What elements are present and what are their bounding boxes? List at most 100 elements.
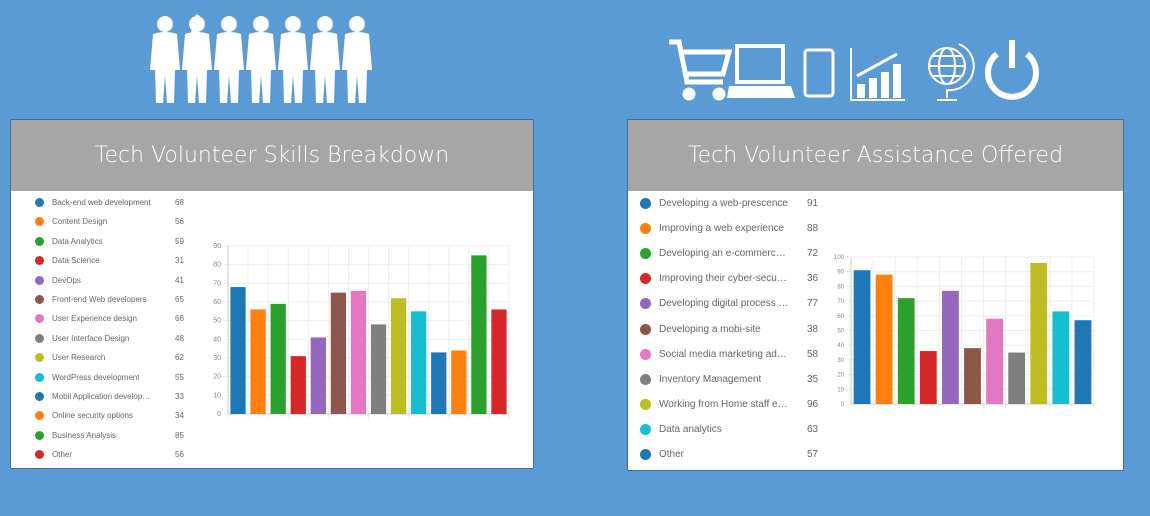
legend-item[interactable]: Data Analytics 59 xyxy=(35,236,185,246)
y-tick-label: 60 xyxy=(837,314,844,320)
bar[interactable] xyxy=(350,290,367,414)
legend-item[interactable]: Other 56 xyxy=(35,450,185,460)
bar[interactable] xyxy=(964,348,981,404)
bar[interactable] xyxy=(310,337,326,414)
y-tick-label: 80 xyxy=(837,284,844,290)
legend-item[interactable]: Data Science 31 xyxy=(35,256,185,266)
legend-item[interactable]: Developing a web-prescence 91 xyxy=(640,198,830,209)
legend-label: Other xyxy=(52,450,73,460)
bar[interactable] xyxy=(370,324,387,414)
legend-swatch xyxy=(640,423,651,435)
bar[interactable] xyxy=(1074,320,1092,404)
legend-value: 56 xyxy=(175,450,184,460)
legend-item[interactable]: Social media marketing advice 58 xyxy=(640,348,830,360)
legend-item[interactable]: Improving a web experience 88 xyxy=(640,223,830,235)
legend-label: User Research xyxy=(52,353,106,363)
bar[interactable] xyxy=(230,287,246,414)
legend-label: Business Analysis xyxy=(52,430,117,440)
bar[interactable] xyxy=(411,311,427,414)
people-silhouettes-icon xyxy=(150,14,372,103)
legend-label: Inventory Management xyxy=(659,373,762,385)
legend-value: 72 xyxy=(807,248,819,260)
legend-swatch xyxy=(640,223,651,235)
legend-item[interactable]: Online security options 34 xyxy=(35,411,185,421)
bar[interactable] xyxy=(986,318,1003,404)
legend-label: Data analytics xyxy=(659,423,722,435)
legend-item[interactable]: User Research 62 xyxy=(35,353,185,363)
y-tick-label: 20 xyxy=(837,373,844,379)
legend-item[interactable]: DevOps 41 xyxy=(35,275,185,285)
bar[interactable] xyxy=(942,290,959,404)
legend-item[interactable]: Back-end web development 68 xyxy=(35,198,185,207)
legend-item[interactable]: Developing a mobi-site 38 xyxy=(640,323,830,335)
tablet-icon xyxy=(803,48,835,98)
legend-label: Front-end Web developers xyxy=(52,295,147,304)
chart-title: Tech Volunteer Skills Breakdown xyxy=(11,120,533,191)
legend-swatch xyxy=(640,273,651,285)
legend-value: 36 xyxy=(807,273,819,285)
bar[interactable] xyxy=(250,309,266,414)
legend-item[interactable]: Developing an e-commerce c... 72 xyxy=(640,248,830,260)
y-tick-label: 30 xyxy=(837,358,844,364)
legend-item[interactable]: Data analytics 63 xyxy=(640,423,830,435)
legend-value: 34 xyxy=(175,411,184,421)
power-icon xyxy=(985,40,1039,100)
bar[interactable] xyxy=(1052,311,1070,404)
bar[interactable] xyxy=(290,356,306,414)
assistance-bar-chart: 0 10 20 30 40 50 60 70 80 90 100 xyxy=(834,255,1095,409)
legend-swatch xyxy=(35,198,44,207)
legend-label: Working from Home staff eng... xyxy=(659,398,789,410)
bar[interactable] xyxy=(853,270,871,404)
bar[interactable] xyxy=(897,298,915,404)
legend-item[interactable]: Working from Home staff eng... 96 xyxy=(640,398,830,410)
legend-swatch xyxy=(35,372,44,382)
bar[interactable] xyxy=(330,292,347,414)
legend-value: 33 xyxy=(175,392,184,401)
legend-value: 88 xyxy=(807,223,819,235)
y-tick-label: 50 xyxy=(213,318,221,325)
legend-swatch xyxy=(640,449,651,460)
bar[interactable] xyxy=(471,255,487,414)
legend-swatch xyxy=(35,256,44,266)
bar[interactable] xyxy=(1030,262,1048,404)
bar[interactable] xyxy=(491,309,507,414)
legend-item[interactable]: User Experience design 66 xyxy=(35,314,185,324)
legend-value: 66 xyxy=(175,314,184,324)
legend-item[interactable]: Front-end Web developers 65 xyxy=(35,295,185,304)
bar[interactable] xyxy=(270,303,286,414)
legend-item[interactable]: User Interface Design 48 xyxy=(35,333,185,343)
legend-value: 68 xyxy=(175,198,184,207)
legend-item[interactable]: Developing digital process flo... 77 xyxy=(640,298,830,310)
bar[interactable] xyxy=(919,351,937,404)
legend-item[interactable]: Inventory Management 35 xyxy=(640,373,830,385)
legend-value: 31 xyxy=(175,256,184,266)
legend-label: Improving their cyber-security xyxy=(659,273,789,285)
bar[interactable] xyxy=(451,350,467,414)
y-tick-label: 30 xyxy=(213,355,221,362)
legend-item[interactable]: WordPress development 55 xyxy=(35,372,185,382)
legend-swatch xyxy=(35,275,44,285)
legend-value: 59 xyxy=(175,236,184,246)
legend-swatch xyxy=(35,314,44,324)
legend-swatch xyxy=(640,198,651,209)
legend-label: Content Design xyxy=(52,217,108,227)
legend-label: Back-end web development xyxy=(52,198,151,207)
bar[interactable] xyxy=(1008,352,1026,404)
y-tick-label: 90 xyxy=(213,243,221,250)
legend-item[interactable]: Business Analysis 85 xyxy=(35,430,185,440)
legend-swatch xyxy=(640,323,651,335)
legend-value: 55 xyxy=(175,372,184,382)
bar[interactable] xyxy=(875,274,893,404)
bar[interactable] xyxy=(431,352,447,414)
legend-swatch xyxy=(35,236,44,246)
legend-item[interactable]: Content Design 56 xyxy=(35,217,185,227)
legend-item[interactable]: Improving their cyber-security 36 xyxy=(640,273,830,285)
legend-item[interactable]: Other 57 xyxy=(640,449,830,460)
shopping-cart-icon xyxy=(669,39,733,101)
bar[interactable] xyxy=(390,298,407,414)
legend-label: Improving a web experience xyxy=(659,223,785,235)
legend-item[interactable]: Mobil Application developme... 33 xyxy=(35,392,185,401)
legend-label: Mobil Application developme... xyxy=(52,392,152,401)
legend-swatch xyxy=(640,398,651,410)
legend-label: User Experience design xyxy=(52,314,137,324)
